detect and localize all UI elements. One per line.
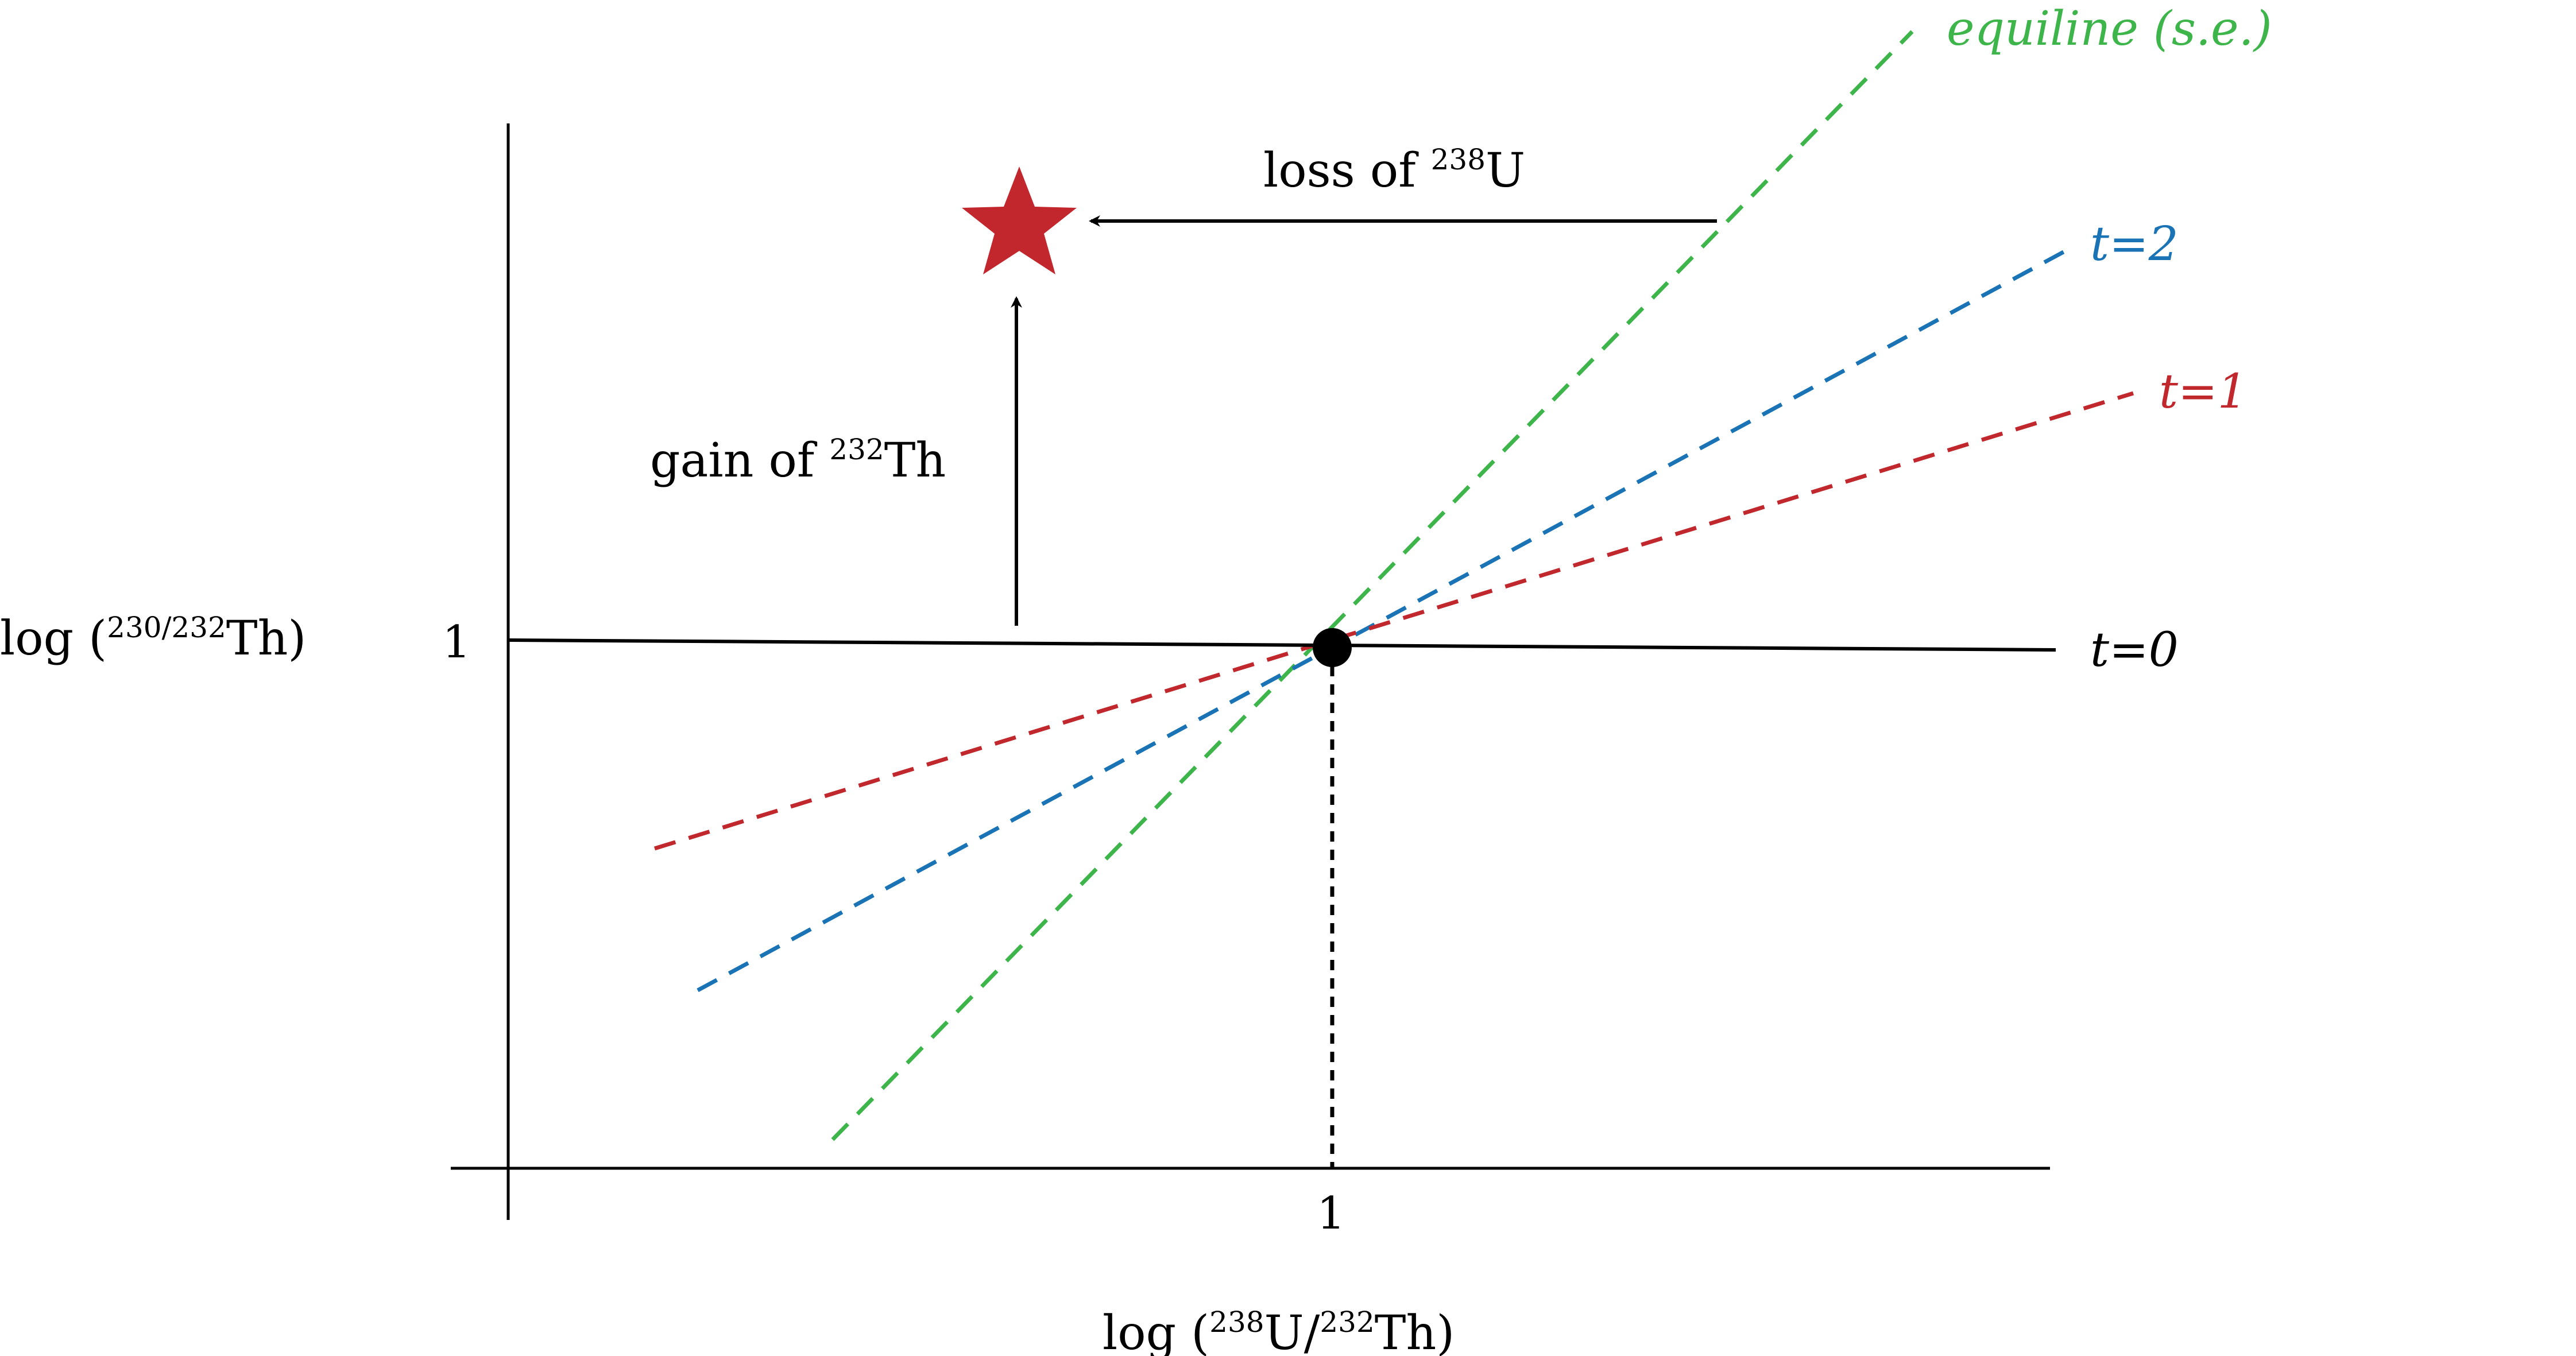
x-axis-label-sup2: 232: [1320, 1305, 1374, 1339]
t1-label: t=1: [2159, 365, 2248, 419]
loss-annotation: loss of 238U: [1263, 143, 1525, 198]
star-marker: [962, 166, 1077, 274]
x-tick-label: 1: [1317, 1188, 1345, 1239]
y-axis-label-suffix: Th): [226, 611, 307, 666]
gain-annotation-sup: 232: [829, 433, 884, 466]
x-axis-label-middle: U/: [1264, 1306, 1320, 1356]
loss-annotation-sup: 238: [1431, 143, 1486, 176]
x-axis-label: log (238U/232Th): [1103, 1305, 1455, 1356]
gain-annotation-suffix: Th: [884, 433, 946, 488]
isochron-t2: [697, 245, 2074, 993]
gain-annotation: gain of 232Th: [650, 433, 946, 488]
y-tick-label: 1: [442, 617, 471, 668]
t0-label: t=0: [2090, 623, 2179, 677]
isochron-t0: [508, 638, 2056, 652]
isochron-t1: [653, 391, 2134, 851]
equiline: [831, 30, 1914, 1141]
gain-annotation-prefix: gain of: [650, 433, 829, 488]
x-axis-label-suffix: Th): [1375, 1306, 1455, 1356]
initial-composition-point: [1313, 628, 1352, 667]
x-axis-label-prefix: log (: [1103, 1306, 1209, 1356]
y-axis-label-sup: 230/232: [107, 611, 226, 644]
y-axis-label-prefix: log (: [0, 611, 107, 666]
t2-label: t=2: [2090, 217, 2179, 272]
loss-annotation-suffix: U: [1486, 144, 1525, 198]
y-axis-label: log (230/232Th): [0, 611, 306, 666]
equiline-label: equiline (s.e.): [1947, 2, 2272, 56]
loss-annotation-prefix: loss of: [1263, 144, 1431, 198]
x-axis-label-sup1: 238: [1209, 1305, 1264, 1339]
